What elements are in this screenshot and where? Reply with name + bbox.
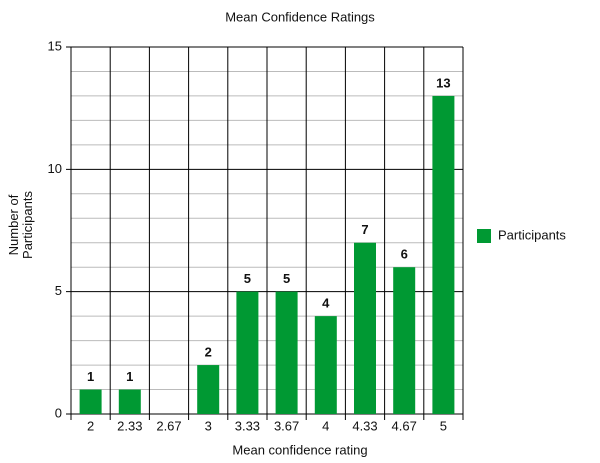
x-tick-label: 4.33 <box>352 418 377 433</box>
y-axis-label: Number of Participants <box>6 191 35 259</box>
legend-label: Participants <box>498 227 566 242</box>
data-label: 2 <box>205 345 212 360</box>
chart-title: Mean Confidence Ratings <box>225 9 375 24</box>
x-tick-label: 3 <box>205 418 212 433</box>
x-tick-label: 3.33 <box>235 418 260 433</box>
x-axis-label: Mean confidence rating <box>232 442 367 457</box>
legend-swatch <box>477 229 491 243</box>
x-tick-label: 5 <box>440 418 447 433</box>
bar <box>314 316 337 414</box>
data-label: 1 <box>126 369 133 384</box>
bar <box>197 365 220 414</box>
x-tick-label: 4.67 <box>392 418 417 433</box>
x-tick-label: 2 <box>87 418 94 433</box>
data-label: 13 <box>436 75 450 90</box>
x-tick-label: 4 <box>322 418 329 433</box>
bar <box>275 291 298 414</box>
y-tick-label: 0 <box>55 405 62 420</box>
data-label: 5 <box>244 271 251 286</box>
y-tick-label: 15 <box>48 38 62 53</box>
bar <box>354 242 376 414</box>
bar <box>236 291 259 414</box>
bar <box>432 95 455 414</box>
x-tick-label: 3.67 <box>274 418 299 433</box>
y-tick-label: 10 <box>48 161 62 176</box>
bar <box>79 389 102 414</box>
bar <box>118 389 141 414</box>
data-label: 5 <box>283 271 290 286</box>
data-label: 7 <box>361 222 368 237</box>
data-label: 1 <box>87 369 94 384</box>
bar <box>393 267 416 414</box>
x-tick-label: 2.67 <box>156 418 181 433</box>
x-tick-label: 2.33 <box>117 418 142 433</box>
data-label: 6 <box>401 247 408 262</box>
y-tick-label: 5 <box>55 283 62 298</box>
data-label: 4 <box>322 296 330 311</box>
